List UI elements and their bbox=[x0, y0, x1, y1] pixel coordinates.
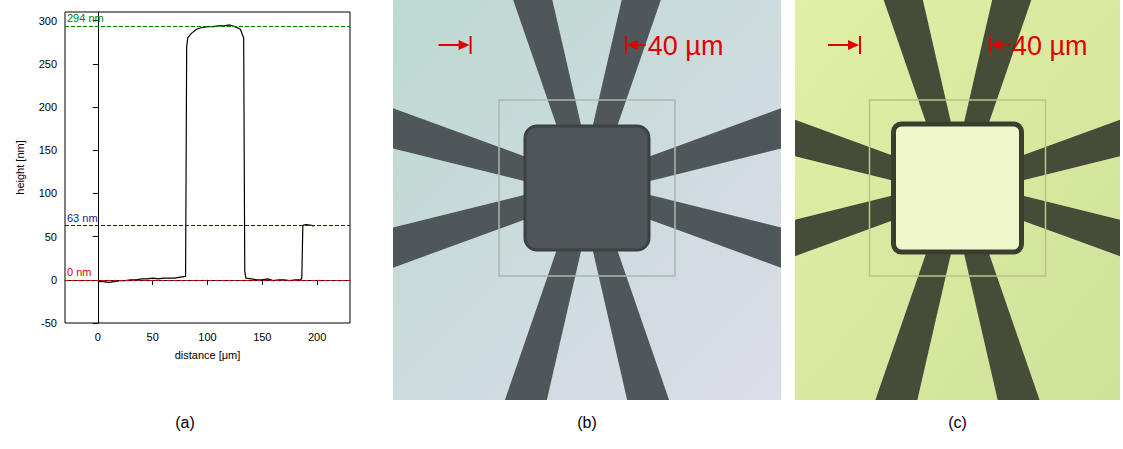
svg-text:0: 0 bbox=[95, 331, 101, 343]
html-text:(a): (a) bbox=[175, 414, 195, 431]
svg-text:150: 150 bbox=[39, 144, 57, 156]
svg-text:63 nm: 63 nm bbox=[67, 212, 98, 224]
svg-text:height [nm]: height [nm] bbox=[14, 140, 26, 194]
svg-text:0: 0 bbox=[51, 274, 57, 286]
svg-text:100: 100 bbox=[198, 331, 216, 343]
svg-text:150: 150 bbox=[253, 331, 271, 343]
svg-text:294 nm: 294 nm bbox=[67, 12, 104, 24]
svg-text:200: 200 bbox=[308, 331, 326, 343]
html-text:(c): (c) bbox=[948, 414, 967, 431]
svg-text:40 µm: 40 µm bbox=[1012, 31, 1088, 61]
svg-text:250: 250 bbox=[39, 58, 57, 70]
html-text:(b): (b) bbox=[577, 414, 597, 431]
svg-text:40 µm: 40 µm bbox=[648, 31, 724, 61]
svg-text:50: 50 bbox=[45, 231, 57, 243]
svg-text:-50: -50 bbox=[41, 317, 57, 329]
svg-text:0 nm: 0 nm bbox=[67, 266, 91, 278]
svg-text:200: 200 bbox=[39, 101, 57, 113]
svg-text:distance [μm]: distance [μm] bbox=[175, 349, 241, 361]
svg-text:100: 100 bbox=[39, 187, 57, 199]
svg-text:300: 300 bbox=[39, 15, 57, 27]
svg-text:50: 50 bbox=[147, 331, 159, 343]
